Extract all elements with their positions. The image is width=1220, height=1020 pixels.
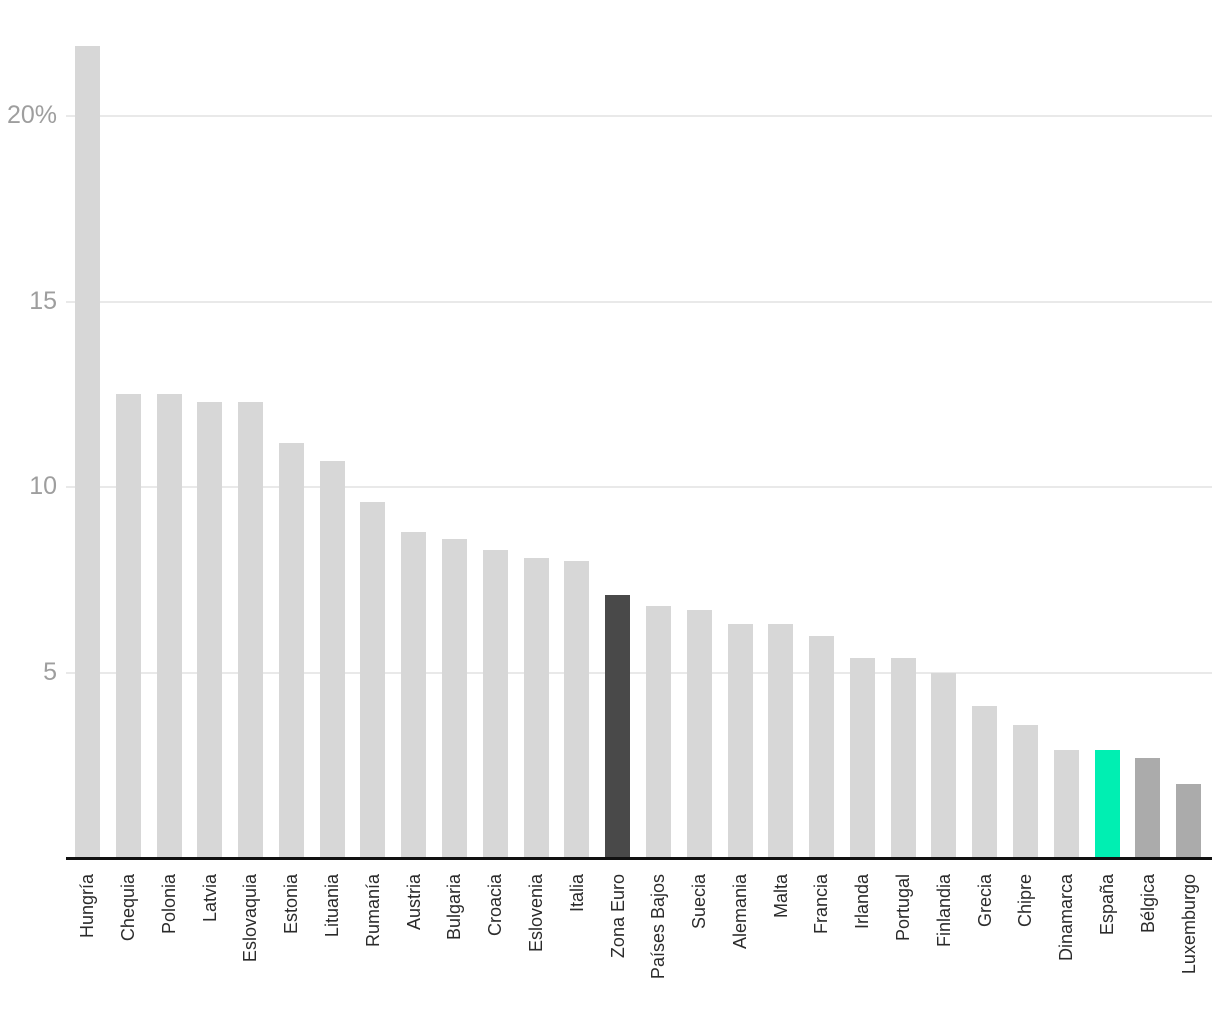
- x-axis-label-malta: Malta: [770, 874, 791, 919]
- bar-dinamarca: [1053, 750, 1079, 858]
- x-axis-label-latvia: Latvia: [199, 874, 220, 923]
- x-axis-label-polonia: Polonia: [159, 874, 179, 935]
- bar-paises-bajos: [645, 606, 671, 858]
- gridline-10: [66, 486, 1212, 488]
- x-axis-line: [66, 857, 1212, 860]
- x-axis-label-austria: Austria: [403, 874, 424, 931]
- x-axis-label-suecia: Suecia: [689, 874, 710, 930]
- bar-suecia: [686, 610, 712, 858]
- bar-grecia: [972, 706, 998, 858]
- x-axis-label-luxemburgo: Luxemburgo: [1178, 874, 1199, 975]
- bar-chequia: [115, 394, 141, 858]
- bar-francia: [809, 636, 834, 858]
- bar-lituania: [319, 461, 345, 858]
- x-axis-label-estonia: Estonia: [281, 874, 302, 935]
- bar-alemania: [727, 624, 753, 858]
- x-axis-label-zona-euro: Zona Euro: [607, 874, 628, 959]
- bar-irlanda: [849, 658, 875, 858]
- y-axis-tick-label-20: 20%: [6, 101, 57, 129]
- y-axis-tick-label-10: 10: [29, 472, 57, 500]
- bar-eslovenia: [523, 558, 549, 858]
- gridline-5: [66, 672, 1212, 674]
- bar-polonia: [156, 394, 182, 858]
- bar-estonia: [278, 443, 304, 858]
- bar-eslovaquia: [238, 402, 263, 858]
- x-axis-label-eslovaquia: Eslovaquia: [240, 874, 261, 963]
- y-axis-tick-label-5: 5: [43, 658, 57, 686]
- x-axis-label-finlandia: Finlandia: [933, 874, 954, 948]
- x-axis-label-portugal: Portugal: [893, 874, 914, 942]
- bar-austria: [401, 532, 427, 858]
- bar-finlandia: [931, 673, 957, 858]
- x-axis-label-eslovenia: Eslovenia: [526, 874, 546, 953]
- x-axis-label-croacia: Croacia: [485, 874, 506, 937]
- x-axis-label-chipre: Chipre: [1015, 874, 1036, 928]
- x-axis-label-lituania: Lituania: [322, 874, 343, 938]
- x-axis-label-bulgaria: Bulgaria: [444, 874, 465, 941]
- x-axis-label-irlanda: Irlanda: [852, 874, 873, 930]
- x-axis-label-dinamarca: Dinamarca: [1056, 874, 1077, 962]
- bar-hungria: [74, 46, 100, 858]
- x-axis-label-francia: Francia: [811, 874, 832, 935]
- x-axis-label-italia: Italia: [566, 874, 587, 913]
- bar-malta: [768, 624, 794, 858]
- x-axis-label-belgica: Bélgica: [1137, 874, 1158, 934]
- bar-luxemburgo: [1176, 784, 1202, 858]
- x-axis-label-paises-bajos: Países Bajos: [648, 874, 669, 980]
- bar-latvia: [197, 402, 223, 858]
- x-axis-label-espana: España: [1097, 874, 1117, 936]
- x-axis-label-rumania: Rumanía: [362, 874, 383, 948]
- bar-chipre: [1013, 725, 1038, 858]
- bar-portugal: [890, 658, 916, 858]
- x-axis-label-alemania: Alemania: [730, 874, 750, 950]
- x-axis-label-chequia: Chequia: [118, 874, 139, 942]
- y-axis-tick-label-15: 15: [29, 287, 57, 315]
- bar-rumania: [360, 502, 386, 858]
- bar-zona-euro: [605, 595, 631, 858]
- bar-italia: [564, 561, 590, 858]
- bar-croacia: [482, 550, 508, 858]
- x-axis-label-grecia: Grecia: [974, 874, 995, 928]
- x-axis-label-hungria: Hungría: [77, 874, 98, 939]
- bar-bulgaria: [442, 539, 467, 858]
- gridline-15: [66, 301, 1212, 303]
- bar-espana: [1094, 750, 1120, 858]
- gridline-20: [66, 115, 1212, 117]
- bar-belgica: [1135, 758, 1161, 858]
